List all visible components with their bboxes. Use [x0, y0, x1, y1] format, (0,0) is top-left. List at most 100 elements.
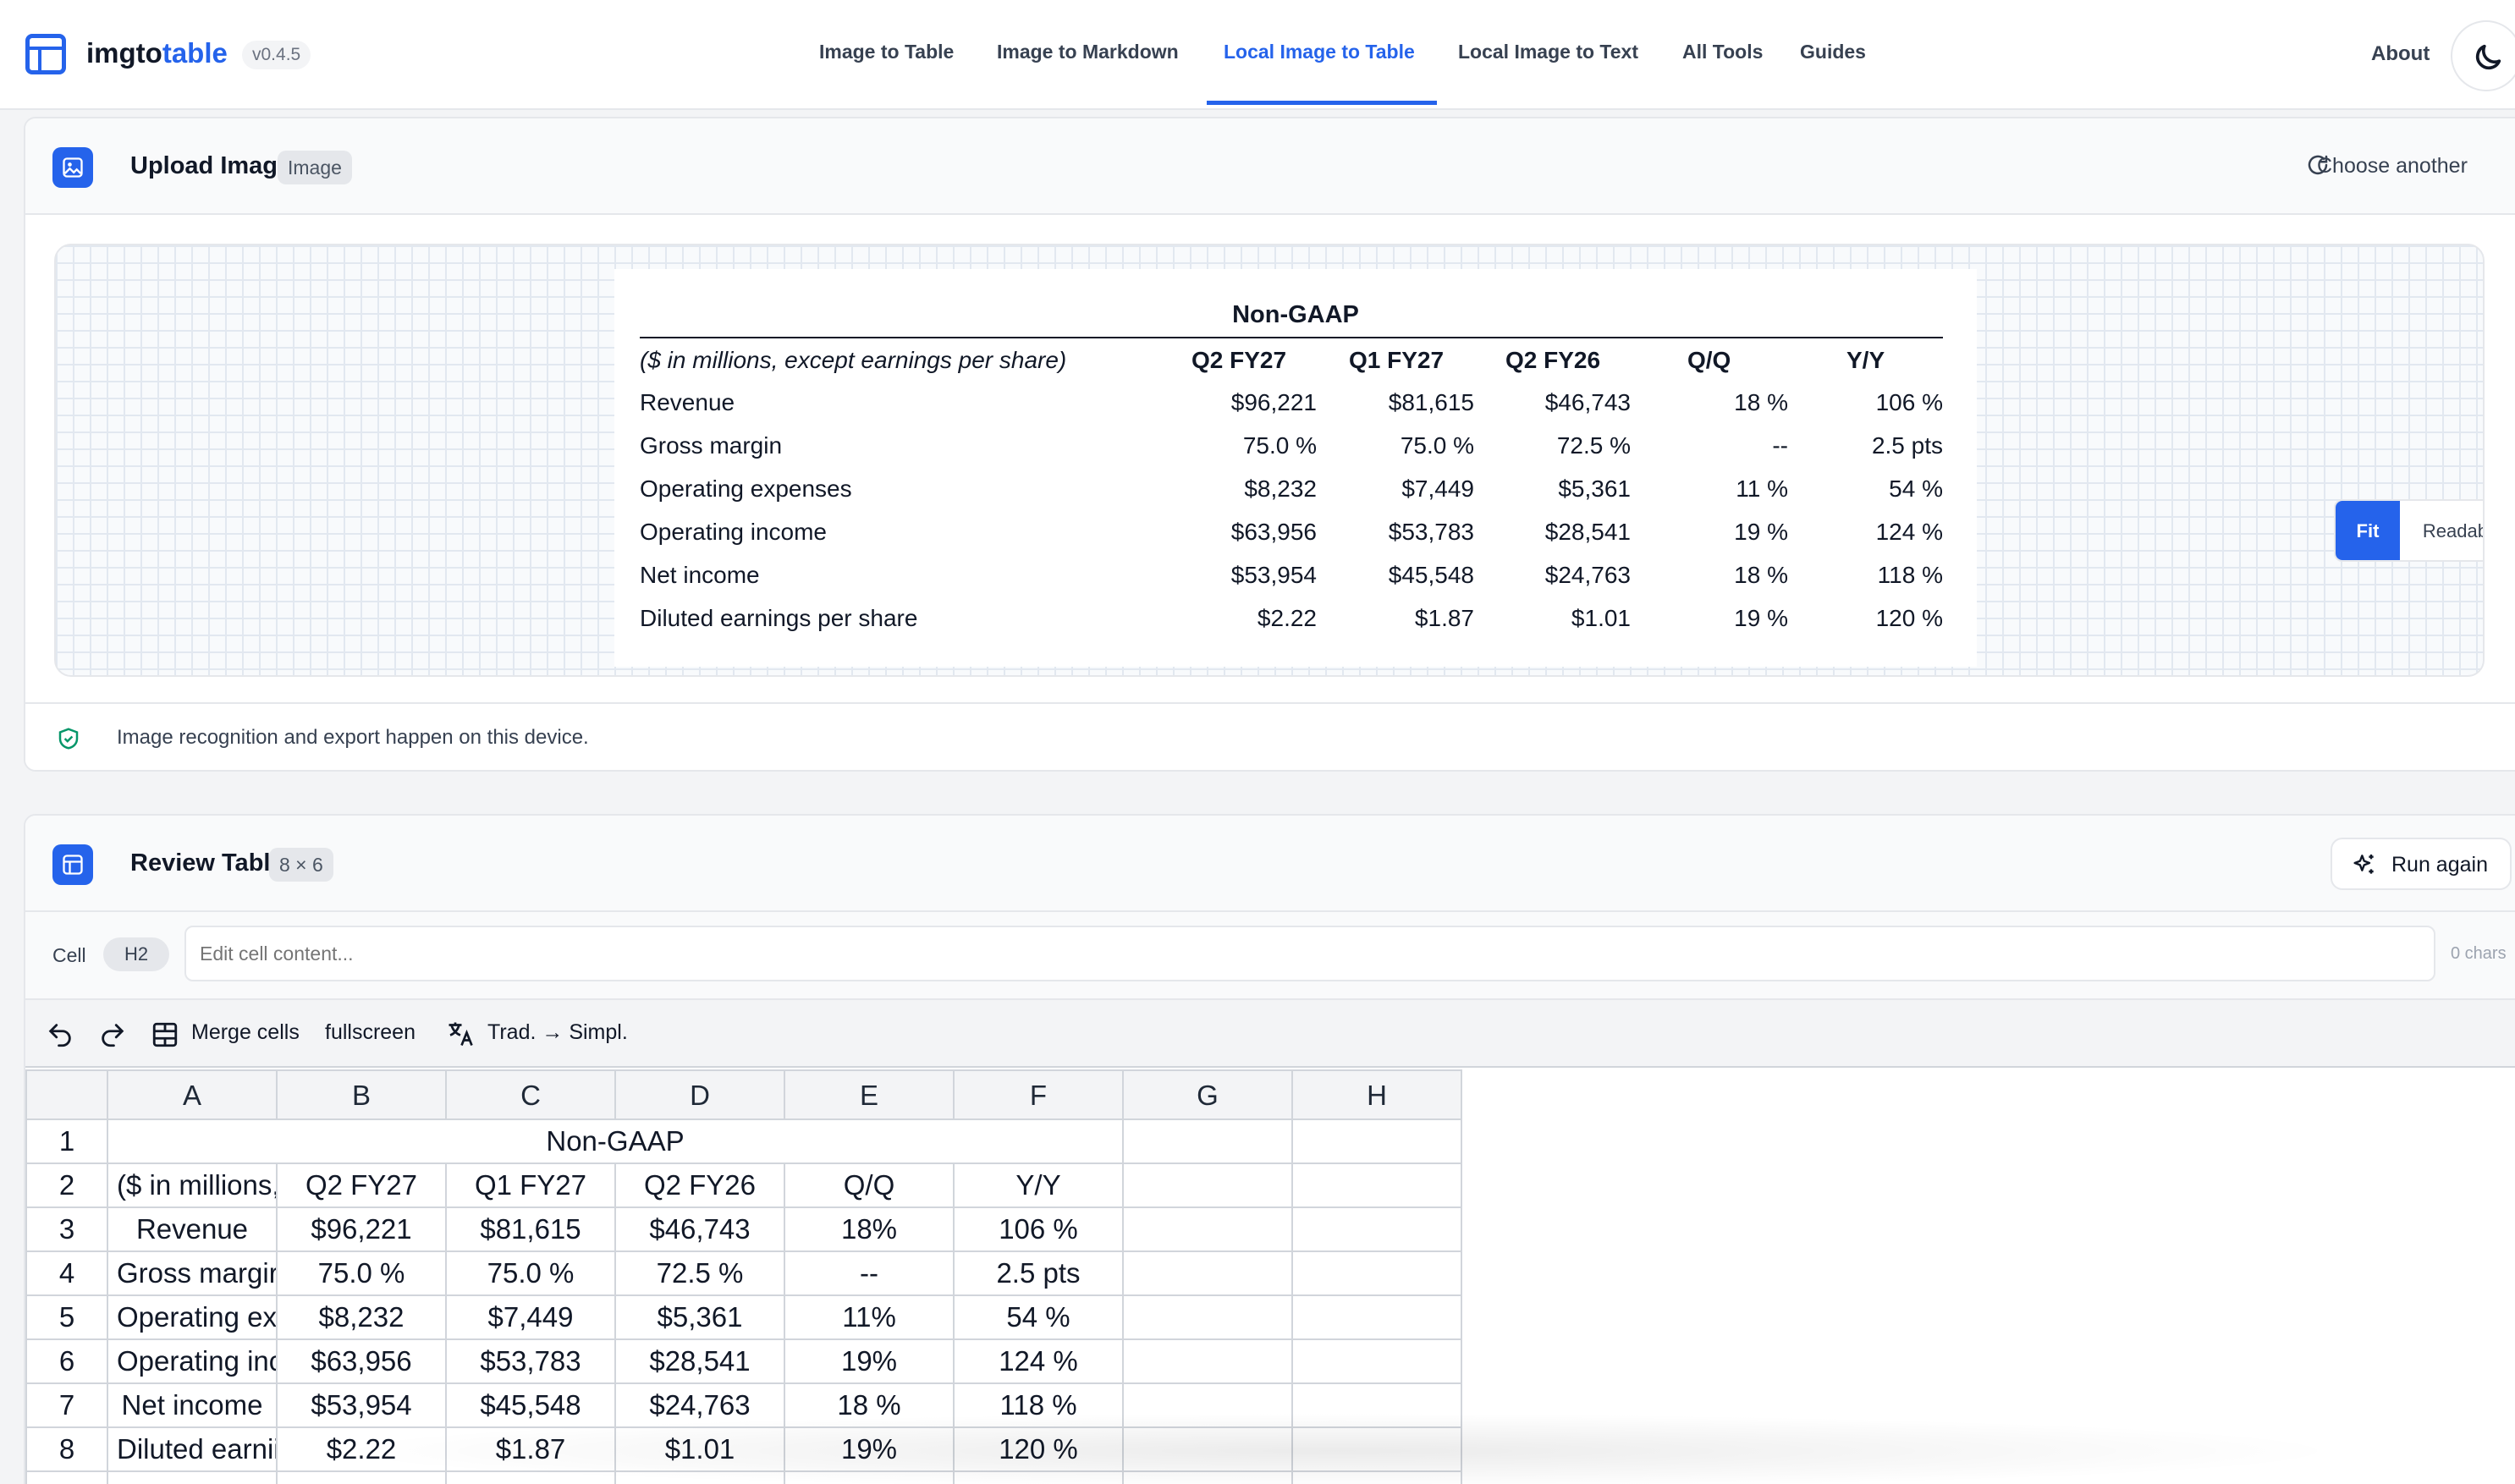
table-cell[interactable]: [616, 1472, 785, 1484]
table-cell[interactable]: [1124, 1252, 1293, 1296]
table-cell[interactable]: 106 %: [955, 1208, 1124, 1252]
table-cell[interactable]: ($ in millions,: [108, 1164, 278, 1208]
table-cell[interactable]: $81,615: [447, 1208, 616, 1252]
table-cell[interactable]: Gross margir: [108, 1252, 278, 1296]
trad-to-simpl-button[interactable]: Trad. → Simpl.: [487, 1020, 628, 1044]
table-cell[interactable]: [1293, 1252, 1462, 1296]
refresh-icon[interactable]: [2305, 152, 2331, 178]
row-header[interactable]: 6: [25, 1340, 108, 1384]
nav-image-to-table[interactable]: Image to Table: [819, 41, 955, 63]
readable-view-button[interactable]: Readable: [2422, 520, 2483, 541]
table-cell[interactable]: $1.01: [616, 1428, 785, 1472]
redo-icon[interactable]: [98, 1020, 127, 1049]
table-cell[interactable]: [1124, 1120, 1293, 1164]
table-cell[interactable]: $53,954: [278, 1384, 447, 1428]
nav-local-image-to-table[interactable]: Local Image to Table: [1224, 41, 1415, 63]
table-cell[interactable]: $53,783: [447, 1340, 616, 1384]
column-header[interactable]: G: [1124, 1069, 1293, 1120]
table-cell[interactable]: [785, 1472, 955, 1484]
cell-content-input[interactable]: [184, 926, 2435, 981]
table-cell[interactable]: 19%: [785, 1340, 955, 1384]
table-cell[interactable]: $2.22: [278, 1428, 447, 1472]
table-cell[interactable]: $1.87: [447, 1428, 616, 1472]
table-cell[interactable]: [1124, 1472, 1293, 1484]
row-header[interactable]: 8: [25, 1428, 108, 1472]
row-header[interactable]: 5: [25, 1296, 108, 1340]
table-cell[interactable]: [278, 1472, 447, 1484]
table-cell[interactable]: Operating inc: [108, 1340, 278, 1384]
table-cell[interactable]: 120 %: [955, 1428, 1124, 1472]
table-cell[interactable]: $45,548: [447, 1384, 616, 1428]
row-header[interactable]: 2: [25, 1164, 108, 1208]
column-header[interactable]: C: [447, 1069, 616, 1120]
table-cell[interactable]: [1124, 1208, 1293, 1252]
table-cell[interactable]: [1124, 1340, 1293, 1384]
row-header[interactable]: 1: [25, 1120, 108, 1164]
table-cell[interactable]: Q2 FY27: [278, 1164, 447, 1208]
row-header[interactable]: 3: [25, 1208, 108, 1252]
table-cell[interactable]: [1293, 1164, 1462, 1208]
table-cell[interactable]: $96,221: [278, 1208, 447, 1252]
table-cell[interactable]: 75.0 %: [447, 1252, 616, 1296]
row-header[interactable]: [25, 1472, 108, 1484]
table-cell[interactable]: 18 %: [785, 1384, 955, 1428]
column-header[interactable]: D: [616, 1069, 785, 1120]
nav-all-tools[interactable]: All Tools: [1682, 41, 1764, 63]
table-cell[interactable]: [1293, 1472, 1462, 1484]
table-cell[interactable]: $46,743: [616, 1208, 785, 1252]
table-cell[interactable]: $63,956: [278, 1340, 447, 1384]
table-cell[interactable]: Q1 FY27: [447, 1164, 616, 1208]
brand-name[interactable]: imgtotable: [86, 37, 228, 69]
column-header[interactable]: A: [108, 1069, 278, 1120]
table-cell[interactable]: --: [785, 1252, 955, 1296]
table-cell[interactable]: [1293, 1384, 1462, 1428]
table-cell[interactable]: Operating ex: [108, 1296, 278, 1340]
table-cell[interactable]: $24,763: [616, 1384, 785, 1428]
table-cell[interactable]: [1293, 1120, 1462, 1164]
table-cell[interactable]: $28,541: [616, 1340, 785, 1384]
table-cell[interactable]: [1124, 1164, 1293, 1208]
table-cell[interactable]: Y/Y: [955, 1164, 1124, 1208]
row-header[interactable]: 7: [25, 1384, 108, 1428]
table-cell[interactable]: 72.5 %: [616, 1252, 785, 1296]
table-cell[interactable]: 75.0 %: [278, 1252, 447, 1296]
undo-icon[interactable]: [46, 1020, 74, 1049]
table-cell[interactable]: [1293, 1340, 1462, 1384]
table-cell[interactable]: Revenue: [108, 1208, 278, 1252]
table-cell[interactable]: [1124, 1428, 1293, 1472]
table-cell[interactable]: [108, 1472, 278, 1484]
table-cell[interactable]: 2.5 pts: [955, 1252, 1124, 1296]
sheet-corner[interactable]: [25, 1069, 108, 1120]
table-cell[interactable]: 124 %: [955, 1340, 1124, 1384]
choose-another-button[interactable]: Choose another: [2317, 154, 2468, 178]
row-header[interactable]: 4: [25, 1252, 108, 1296]
logo-table-icon[interactable]: [25, 34, 66, 74]
theme-toggle-button[interactable]: [2451, 20, 2515, 91]
table-cell[interactable]: 18%: [785, 1208, 955, 1252]
table-cell[interactable]: [1124, 1296, 1293, 1340]
table-cell[interactable]: [1293, 1428, 1462, 1472]
column-header[interactable]: E: [785, 1069, 955, 1120]
table-cell[interactable]: Net income: [108, 1384, 278, 1428]
table-cell[interactable]: [447, 1472, 616, 1484]
table-cell[interactable]: [955, 1472, 1124, 1484]
table-cell[interactable]: [1293, 1208, 1462, 1252]
table-cell[interactable]: 19%: [785, 1428, 955, 1472]
nav-local-image-to-text[interactable]: Local Image to Text: [1458, 41, 1639, 63]
table-cell[interactable]: [1293, 1296, 1462, 1340]
column-header[interactable]: B: [278, 1069, 447, 1120]
table-cell[interactable]: [1124, 1384, 1293, 1428]
fit-view-button[interactable]: Fit: [2336, 501, 2400, 560]
nav-guides[interactable]: Guides: [1800, 41, 1866, 63]
table-cell[interactable]: 11%: [785, 1296, 955, 1340]
table-cell[interactable]: Q2 FY26: [616, 1164, 785, 1208]
column-header[interactable]: F: [955, 1069, 1124, 1120]
table-cell[interactable]: 118 %: [955, 1384, 1124, 1428]
merged-title-cell[interactable]: Non-GAAP: [108, 1120, 1124, 1164]
table-cell[interactable]: Q/Q: [785, 1164, 955, 1208]
about-link[interactable]: About: [2371, 42, 2430, 65]
nav-image-to-markdown[interactable]: Image to Markdown: [997, 41, 1179, 63]
table-cell[interactable]: $5,361: [616, 1296, 785, 1340]
column-header[interactable]: H: [1293, 1069, 1462, 1120]
table-cell[interactable]: $8,232: [278, 1296, 447, 1340]
